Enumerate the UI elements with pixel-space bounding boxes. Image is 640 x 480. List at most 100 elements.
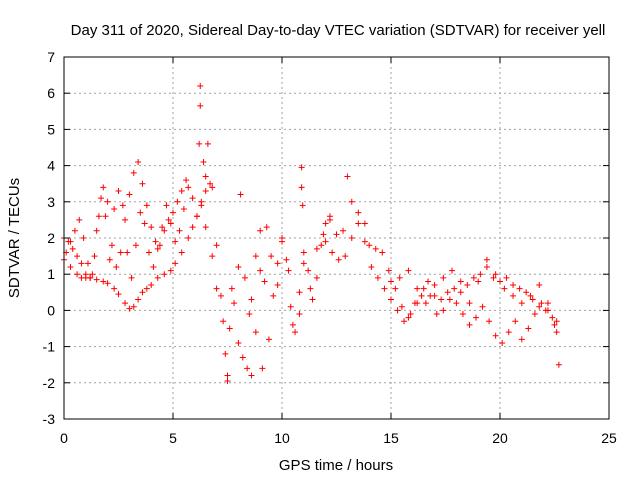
- data-point: [235, 263, 242, 270]
- y-tick-label: 6: [47, 85, 55, 101]
- data-point: [161, 227, 168, 234]
- data-point: [152, 238, 159, 245]
- data-point: [464, 282, 471, 289]
- data-point: [451, 285, 458, 292]
- data-point: [553, 318, 560, 325]
- data-point: [209, 184, 216, 191]
- data-point: [320, 231, 327, 238]
- data-point: [87, 274, 94, 281]
- data-point: [165, 216, 172, 223]
- data-point: [115, 291, 122, 298]
- data-point: [333, 231, 340, 238]
- data-point: [154, 274, 161, 281]
- data-point: [425, 278, 432, 285]
- x-tick-label: 10: [274, 430, 290, 446]
- data-point: [268, 253, 275, 260]
- data-point: [274, 282, 281, 289]
- data-point: [551, 321, 558, 328]
- data-point: [422, 300, 429, 307]
- data-point: [176, 227, 183, 234]
- data-point: [414, 300, 421, 307]
- data-point: [91, 253, 98, 260]
- data-point: [163, 202, 170, 209]
- data-point: [89, 271, 96, 278]
- data-point: [538, 300, 545, 307]
- data-point: [108, 242, 115, 249]
- data-point: [102, 213, 109, 220]
- series-track-h: [388, 256, 560, 325]
- data-point: [305, 267, 312, 274]
- data-point: [374, 274, 381, 281]
- data-point: [292, 329, 299, 336]
- data-point: [544, 307, 551, 314]
- x-tick-label: 15: [383, 430, 399, 446]
- data-point: [139, 180, 146, 187]
- data-point: [536, 282, 543, 289]
- data-point: [525, 325, 532, 332]
- y-tick-label: 1: [47, 266, 55, 282]
- data-point: [71, 227, 78, 234]
- data-point: [67, 263, 74, 270]
- data-point: [440, 307, 447, 314]
- data-point: [235, 339, 242, 346]
- data-point: [100, 278, 107, 285]
- data-point: [401, 318, 408, 325]
- data-point: [193, 213, 200, 220]
- data-point: [98, 195, 105, 202]
- data-point: [224, 372, 231, 379]
- data-point: [196, 140, 203, 147]
- data-point: [80, 235, 87, 241]
- data-point: [492, 271, 499, 278]
- data-point: [503, 274, 510, 281]
- data-point: [322, 220, 329, 227]
- data-point: [265, 336, 272, 343]
- data-point: [213, 285, 220, 292]
- data-point: [111, 285, 118, 292]
- data-point: [172, 260, 179, 267]
- data-point: [111, 206, 118, 213]
- data-point: [555, 361, 562, 368]
- data-point: [115, 187, 122, 194]
- data-point: [141, 220, 148, 227]
- data-point: [132, 242, 139, 249]
- data-point: [283, 256, 290, 263]
- data-point: [248, 372, 255, 379]
- data-point: [420, 285, 427, 292]
- data-point: [446, 296, 453, 303]
- data-point: [444, 289, 451, 296]
- data-point: [499, 339, 506, 346]
- data-point: [287, 303, 294, 310]
- data-point: [431, 282, 438, 289]
- series-track-g: [322, 220, 558, 346]
- data-point: [300, 260, 307, 267]
- data-point: [296, 311, 303, 318]
- data-point: [449, 267, 456, 274]
- data-point: [398, 303, 405, 310]
- data-point: [296, 289, 303, 296]
- x-axis-title: GPS time / hours: [279, 457, 393, 474]
- data-point: [361, 220, 368, 227]
- data-point: [178, 249, 185, 256]
- data-point: [536, 303, 543, 310]
- data-point: [222, 350, 229, 357]
- axis-ticks: [63, 56, 610, 420]
- series-outliers: [196, 82, 306, 384]
- data-point: [167, 220, 174, 227]
- data-point: [523, 289, 530, 296]
- data-point: [516, 285, 523, 292]
- x-tick-label: 20: [492, 430, 508, 446]
- data-point: [531, 311, 538, 318]
- data-point: [497, 278, 503, 285]
- data-point: [361, 238, 368, 245]
- data-point: [300, 249, 307, 256]
- y-tick-label: 2: [47, 230, 55, 246]
- y-axis-title: SDTVAR / TECUs: [6, 178, 23, 298]
- data-point: [274, 260, 281, 267]
- data-point: [244, 365, 251, 372]
- series-track-f: [326, 173, 562, 368]
- data-point: [329, 249, 336, 256]
- data-point: [226, 325, 233, 332]
- data-point: [486, 318, 493, 325]
- data-point: [313, 245, 320, 252]
